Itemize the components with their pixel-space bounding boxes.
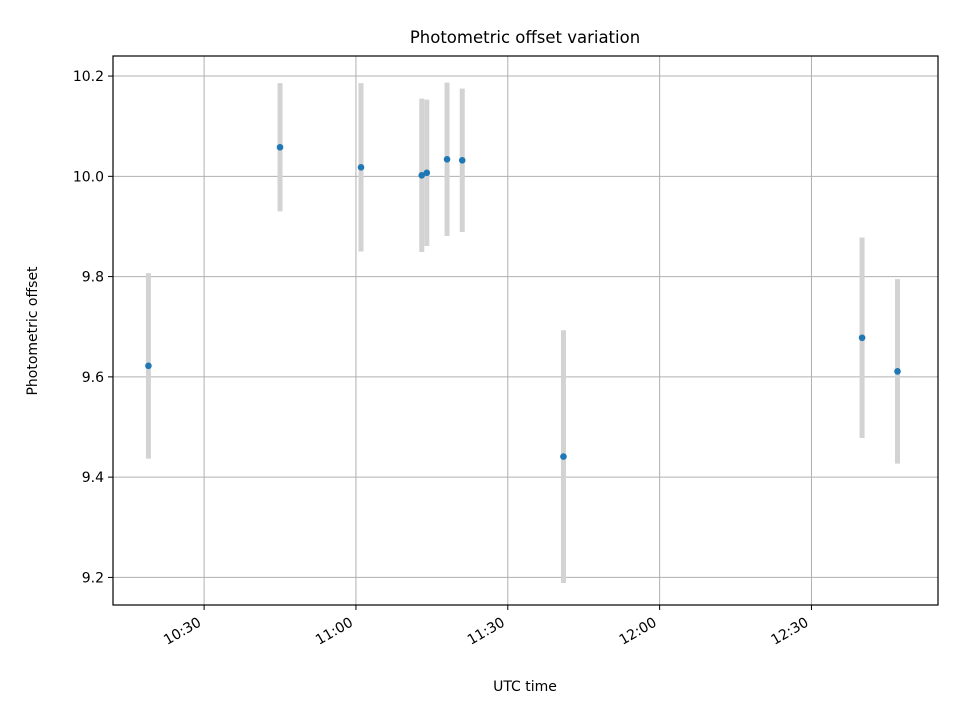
x-axis: 10:30 11:00 11:30 12:00 12:30 <box>161 605 812 649</box>
data-point <box>894 368 901 375</box>
x-tick-label: 12:00 <box>617 615 660 649</box>
data-point <box>357 164 365 171</box>
plot-frame <box>112 55 939 606</box>
y-axis: 9.2 9.4 9.6 9.8 10.0 10.2 <box>73 69 113 586</box>
y-tick-label: 9.8 <box>82 270 104 286</box>
error-bars <box>145 82 901 583</box>
x-axis-label: UTC time <box>493 679 557 695</box>
y-tick-label: 10.0 <box>73 169 104 185</box>
y-tick-label: 10.2 <box>73 69 104 85</box>
data-points <box>145 143 901 460</box>
data-point <box>443 155 451 163</box>
data-point <box>858 334 866 342</box>
data-point <box>560 453 567 460</box>
data-point <box>276 143 284 151</box>
data-point <box>418 172 426 179</box>
x-tick-label: 11:00 <box>313 615 356 649</box>
x-tick-label: 12:30 <box>769 615 812 649</box>
y-tick-label: 9.4 <box>82 470 104 486</box>
y-axis-label: Photometric offset <box>25 266 41 396</box>
x-tick-label: 11:30 <box>465 615 508 649</box>
grid <box>113 56 938 605</box>
chart-title: Photometric offset variation <box>410 28 640 47</box>
data-point <box>458 156 466 164</box>
data-point <box>145 362 152 370</box>
x-tick-label: 10:30 <box>161 615 204 649</box>
y-tick-label: 9.6 <box>82 370 104 386</box>
data-point <box>423 169 431 177</box>
y-tick-label: 9.2 <box>82 570 104 586</box>
